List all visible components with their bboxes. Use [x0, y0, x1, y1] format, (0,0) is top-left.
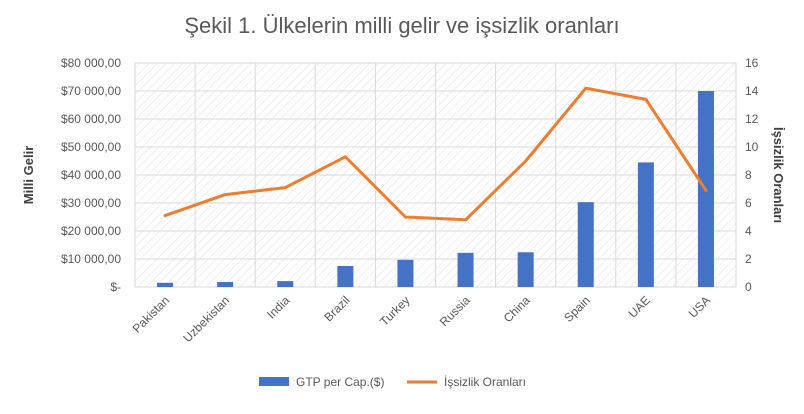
right-tick-label: 4: [745, 224, 752, 238]
bar-china: [518, 252, 534, 287]
right-tick-label: 8: [745, 168, 752, 182]
left-tick-label: $60 000,00: [61, 112, 121, 126]
left-axis-ticks: $- $10 000,00 $20 000,00 $30 000,00 $40 000,…: [61, 56, 121, 294]
bar-india: [277, 281, 293, 287]
x-tick-label: Russia: [437, 293, 473, 329]
x-tick-label: Spain: [561, 293, 593, 325]
right-tick-label: 6: [745, 196, 752, 210]
left-tick-label: $50 000,00: [61, 140, 121, 154]
right-tick-label: 10: [745, 140, 759, 154]
right-tick-label: 12: [745, 112, 759, 126]
right-axis-label: İşsizlik Oranları: [771, 127, 786, 223]
x-tick-label: UAE: [626, 293, 653, 320]
left-tick-label: $40 000,00: [61, 168, 121, 182]
right-tick-label: 2: [745, 252, 752, 266]
bar-turkey: [397, 260, 413, 287]
bar-russia: [458, 253, 474, 287]
legend-bar-swatch: [259, 377, 289, 386]
right-axis-ticks: 0 2 4 6 8 10 12 14 16: [745, 56, 759, 294]
legend: GTP per Cap.($) İşsizlik Oranları: [259, 375, 526, 389]
x-tick-label: Brazil: [321, 293, 352, 324]
right-tick-label: 0: [745, 280, 752, 294]
left-tick-label: $20 000,00: [61, 224, 121, 238]
x-tick-label: Uzbekistan: [180, 293, 232, 345]
x-tick-label: USA: [686, 293, 713, 320]
chart-title: Şekil 1. Ülkelerin milli gelir ve işsizl…: [184, 13, 619, 38]
left-tick-label: $80 000,00: [61, 56, 121, 70]
bar-pakistan: [157, 283, 173, 287]
bar-spain: [578, 202, 594, 287]
bar-brazil: [337, 266, 353, 287]
left-axis-label: Milli Gelir: [21, 146, 36, 205]
x-tick-label: China: [501, 293, 533, 325]
left-tick-label: $70 000,00: [61, 84, 121, 98]
legend-bar-label: GTP per Cap.($): [296, 375, 384, 389]
legend-line-label: İşsizlik Oranları: [444, 375, 526, 389]
left-tick-label: $-: [110, 280, 121, 294]
x-tick-label: Pakistan: [130, 293, 172, 335]
left-tick-label: $10 000,00: [61, 252, 121, 266]
bar-uzbekistan: [217, 282, 233, 287]
left-tick-label: $30 000,00: [61, 196, 121, 210]
x-tick-label: India: [264, 293, 293, 322]
x-tick-label: Turkey: [377, 293, 413, 329]
right-tick-label: 16: [745, 56, 759, 70]
right-tick-label: 14: [745, 84, 759, 98]
bar-uae: [638, 162, 654, 287]
